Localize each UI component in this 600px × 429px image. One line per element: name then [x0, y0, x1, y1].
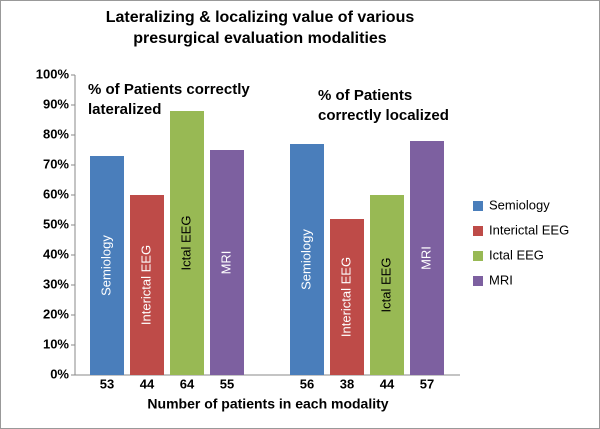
group-label-box: % of Patients correctly lateralized	[88, 81, 250, 118]
bar-label: Semiology	[98, 235, 113, 296]
bar	[170, 111, 204, 375]
y-tick-label: 80%	[43, 126, 69, 141]
legend-swatch	[473, 251, 483, 261]
legend-swatch	[473, 226, 483, 236]
bar	[330, 219, 364, 375]
y-tick-label: 20%	[43, 306, 69, 321]
bar	[290, 144, 324, 375]
legend-swatch	[473, 201, 483, 211]
count-label: 38	[340, 376, 354, 391]
count-label: 44	[380, 376, 395, 391]
y-tick-label: 90%	[43, 96, 69, 111]
legend-label: MRI	[489, 272, 513, 287]
y-tick-label: 40%	[43, 246, 69, 261]
count-label: 56	[300, 376, 314, 391]
bar-label: MRI	[218, 251, 233, 275]
bar	[370, 195, 404, 375]
legend-label: Semiology	[489, 197, 550, 212]
title-box: Lateralizing & localizing value of vario…	[105, 9, 415, 47]
count-label: 57	[420, 376, 434, 391]
y-tick-label: 60%	[43, 186, 69, 201]
bar-label: Ictal EEG	[178, 216, 193, 271]
bar-label: Ictal EEG	[378, 258, 393, 313]
legend-label: Ictal EEG	[489, 247, 544, 262]
bar-label: MRI	[418, 246, 433, 270]
group-label: % of Patients correctly localized	[318, 87, 449, 124]
legend-label: Interictal EEG	[489, 222, 569, 237]
y-tick-label: 30%	[43, 276, 69, 291]
count-label: 53	[100, 376, 114, 391]
bar-label: Semiology	[298, 229, 313, 290]
y-tick-label: 10%	[43, 336, 69, 351]
count-label: 64	[180, 376, 195, 391]
chart-title: Lateralizing & localizing value of vario…	[105, 9, 415, 47]
bar	[410, 141, 444, 375]
group-label: % of Patients correctly lateralized	[88, 81, 250, 118]
legend-swatch	[473, 276, 483, 286]
bar	[90, 156, 124, 375]
bar	[130, 195, 164, 375]
bar-label: Interictal EEG	[338, 257, 353, 337]
y-tick-label: 0%	[50, 366, 69, 381]
x-axis-title: Number of patients in each modality	[147, 396, 388, 412]
group-label-box: % of Patients correctly localized	[318, 87, 449, 124]
y-tick-label: 100%	[36, 66, 70, 81]
count-label: 44	[140, 376, 155, 391]
y-tick-label: 70%	[43, 156, 69, 171]
bar-label: Interictal EEG	[138, 245, 153, 325]
y-tick-label: 50%	[43, 216, 69, 231]
bar	[210, 150, 244, 375]
count-label: 55	[220, 376, 234, 391]
